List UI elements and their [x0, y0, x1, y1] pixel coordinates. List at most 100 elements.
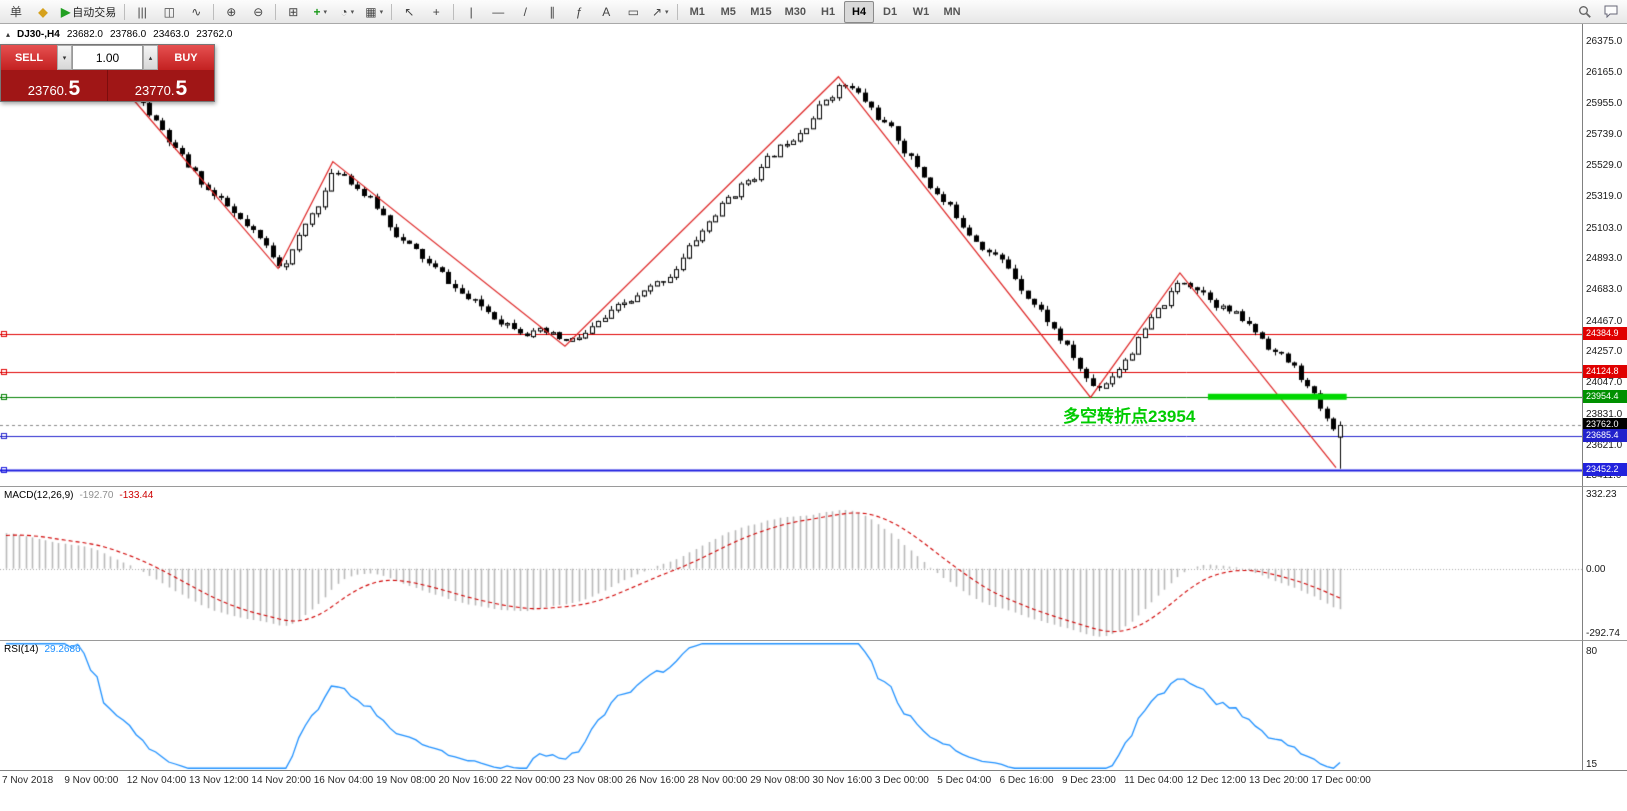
tf-d1[interactable]: D1 — [883, 5, 898, 18]
time-axis-label: 13 Nov 12:00 — [189, 775, 249, 786]
bar-chart-icon: ||| — [137, 4, 147, 19]
macd-axis-label: 0.00 — [1586, 563, 1606, 575]
tile-windows-button[interactable]: ⊞ — [280, 1, 306, 23]
time-axis[interactable]: 7 Nov 2018 9 Nov 00:00 12 Nov 04:00 13 Nov … — [0, 770, 1627, 790]
arrows-icon: ↗ — [651, 4, 662, 19]
cursor-button[interactable]: ↖ — [396, 1, 422, 23]
chat-button[interactable] — [1598, 1, 1624, 23]
price-axis-label: 24467.0 — [1586, 315, 1623, 327]
rsi-value: 29.2686 — [44, 644, 81, 655]
candlestick-chart-button[interactable]: ◫ — [156, 1, 182, 23]
tf-m1[interactable]: M1 — [689, 5, 705, 18]
new-order-button[interactable]: 单 — [3, 1, 29, 23]
search-button[interactable] — [1571, 1, 1597, 23]
macd-axis[interactable]: 332.23 0.00 -292.74 — [1582, 486, 1627, 640]
price-axis-label: 23621.0 — [1586, 439, 1623, 451]
buy-button[interactable]: BUY — [158, 45, 214, 70]
text-button[interactable]: A — [593, 1, 619, 23]
bar-chart-button[interactable]: ||| — [129, 1, 155, 23]
tf-w1[interactable]: W1 — [912, 5, 930, 18]
macd-canvas[interactable] — [0, 489, 1582, 639]
time-axis-label: 20 Nov 16:00 — [438, 775, 498, 786]
trendline-button[interactable]: / — [512, 1, 538, 23]
rsi-axis[interactable]: 80 15 — [1582, 640, 1627, 770]
price-axis-label: 26375.0 — [1586, 36, 1623, 48]
tf-m15[interactable]: M15 — [750, 5, 772, 18]
channel-button[interactable]: ∥ — [539, 1, 565, 23]
rsi-axis-label: 15 — [1586, 759, 1598, 770]
rsi-canvas[interactable] — [0, 642, 1582, 770]
price-tag-23762.0: 23762.0 — [1583, 417, 1627, 431]
sell-button[interactable]: SELL — [1, 45, 57, 70]
time-axis-label: 12 Dec 12:00 — [1186, 775, 1247, 786]
price-axis-label: 25955.0 — [1586, 97, 1623, 109]
ohlc-low: 23463.0 — [153, 29, 190, 40]
time-axis-label: 28 Nov 00:00 — [687, 775, 748, 786]
price-chart-pane: ▴ DJ30-,H4 23682.0 23786.0 23463.0 23762… — [0, 24, 1582, 486]
price-axis[interactable]: 26375.0 26165.0 25955.0 25739.0 25529.0 25319… — [1582, 24, 1627, 486]
price-axis-label: 24257.0 — [1586, 346, 1623, 358]
buy-price-main: 23770. — [134, 83, 175, 98]
autotrading-button[interactable]: ▶ 自动交易 — [57, 1, 120, 23]
chart-annotation: 多空转折点23954 — [1063, 407, 1196, 426]
zoom-out-button[interactable]: ⊖ — [245, 1, 271, 23]
line-chart-button[interactable]: ∿ — [183, 1, 209, 23]
templates-caret-icon[interactable]: ▾ — [379, 8, 384, 16]
rsi-label-row: RSI(14) 29.2686 — [4, 644, 81, 655]
tf-m30[interactable]: M30 — [784, 5, 807, 18]
macd-label-row: MACD(12,26,9) -192.70 -133.44 — [4, 490, 153, 501]
sell-price[interactable]: 23760. 5 — [1, 70, 107, 101]
volume-increase-button[interactable]: ▴ — [143, 45, 158, 70]
autotrading-icon: ▶ — [61, 4, 71, 19]
new-order-icon: 单 — [9, 4, 22, 19]
time-axis-label: 29 Nov 08:00 — [750, 775, 810, 786]
indicators-button[interactable]: + ▾ — [307, 1, 333, 23]
buy-price[interactable]: 23770. 5 — [108, 70, 214, 101]
price-chart-canvas[interactable] — [0, 24, 1582, 486]
price-axis-label: 24683.0 — [1586, 284, 1623, 296]
vertical-line-button[interactable]: | — [458, 1, 484, 23]
toolbar-separator — [275, 3, 277, 20]
volume-input[interactable] — [72, 45, 143, 70]
search-icon — [1578, 6, 1591, 18]
price-axis-label: 26165.0 — [1586, 67, 1623, 79]
symbol-timeframe-label: DJ30-,H4 — [17, 29, 60, 40]
price-tag-24124.8: 24124.8 — [1583, 364, 1627, 378]
trendline-icon: / — [523, 4, 527, 19]
time-axis-label: 17 Dec 00:00 — [1311, 775, 1371, 786]
indicators-icon: + — [313, 4, 321, 19]
periods-button[interactable]: ◔ ▾ — [334, 1, 360, 23]
zoom-in-icon: ⊕ — [226, 4, 237, 19]
time-axis-label: 22 Nov 00:00 — [500, 775, 561, 786]
arrows-caret-icon[interactable]: ▾ — [665, 8, 669, 16]
templates-button[interactable]: ▦ ▾ — [361, 1, 387, 23]
text-label-button[interactable]: ▭ — [620, 1, 646, 23]
price-tag-23954.4: 23954.4 — [1583, 389, 1627, 403]
tf-mn[interactable]: MN — [943, 5, 961, 18]
main-toolbar: 单 ◆ ▶ 自动交易 ||| ◫ ∿ ⊕ ⊖ ⊞ + ▾ ◔ ▾ ▦ ▾ ↖ + | — / ∥ ƒ A ▭ ↗ ▾ M1 M5 M15 M… — [0, 0, 1627, 24]
tf-h4[interactable]: H4 — [844, 0, 875, 23]
fibonacci-icon: ƒ — [575, 4, 583, 19]
indicators-caret-icon[interactable]: ▾ — [323, 8, 327, 16]
tf-m5[interactable]: M5 — [720, 5, 736, 18]
alerts-button[interactable]: ◆ — [30, 1, 56, 23]
templates-icon: ▦ — [365, 4, 377, 19]
price-tag-23452.2: 23452.2 — [1583, 463, 1627, 477]
periods-icon: ◔ — [340, 4, 348, 19]
time-axis-label: 16 Nov 04:00 — [313, 775, 374, 786]
time-axis-label: 30 Nov 16:00 — [812, 775, 873, 786]
crosshair-button[interactable]: + — [423, 1, 449, 23]
tf-h1[interactable]: H1 — [821, 5, 836, 18]
horizontal-line-button[interactable]: — — [485, 1, 511, 23]
volume-decrease-button[interactable]: ▾ — [57, 45, 72, 70]
fibonacci-button[interactable]: ƒ — [566, 1, 592, 23]
time-axis-label: 26 Nov 16:00 — [625, 775, 686, 786]
arrows-button[interactable]: ↗ ▾ — [647, 1, 673, 23]
price-axis-label: 25739.0 — [1586, 129, 1623, 141]
autotrading-label: 自动交易 — [72, 6, 117, 19]
zoom-in-button[interactable]: ⊕ — [218, 1, 244, 23]
periods-caret-icon[interactable]: ▾ — [350, 8, 355, 16]
macd-axis-label: -292.74 — [1586, 628, 1620, 639]
toolbar-separator — [124, 3, 126, 20]
